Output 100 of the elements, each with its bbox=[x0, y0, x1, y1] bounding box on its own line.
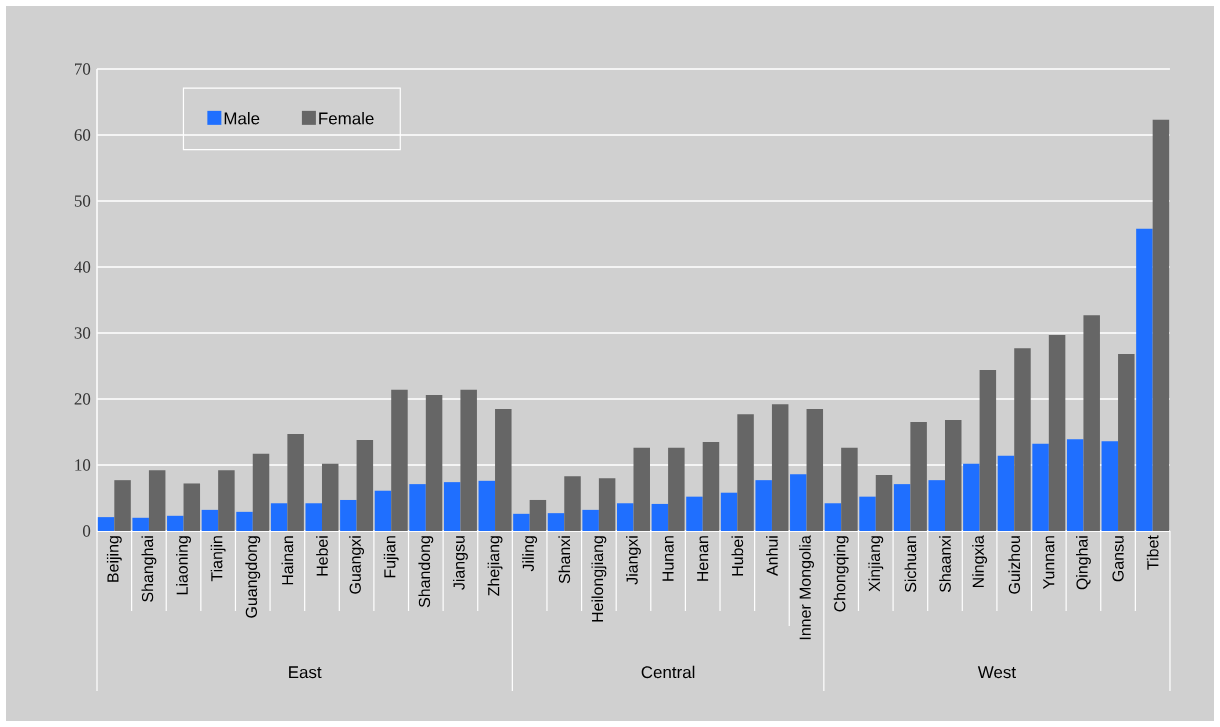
bar bbox=[321, 463, 339, 531]
x-tick-label: Hainan bbox=[281, 536, 294, 585]
y-tick-label: 50 bbox=[74, 195, 91, 207]
bar bbox=[148, 470, 166, 531]
legend-label: Female bbox=[319, 111, 374, 125]
bar bbox=[1014, 348, 1031, 531]
bar bbox=[841, 447, 858, 531]
x-tick-label: Guangxi bbox=[349, 536, 365, 594]
bar bbox=[513, 513, 530, 531]
x-tick-label: Heilongjiang bbox=[591, 536, 607, 622]
y-tick-label: 70 bbox=[75, 63, 91, 75]
bar bbox=[132, 517, 149, 531]
bar bbox=[340, 499, 357, 531]
x-tick-label: Liaoning bbox=[176, 536, 191, 595]
x-tick-label: Shaanxi bbox=[939, 536, 951, 593]
bar bbox=[425, 395, 443, 531]
bar bbox=[374, 490, 392, 531]
bar bbox=[1032, 443, 1049, 531]
bar bbox=[236, 511, 253, 531]
x-tick-label: Zhejiang bbox=[487, 536, 503, 596]
bar bbox=[893, 484, 911, 531]
text: West bbox=[977, 666, 1016, 679]
x-tick-label: Jiling bbox=[522, 536, 538, 572]
x-tick-label: Tibet bbox=[1146, 535, 1159, 570]
bar bbox=[529, 499, 547, 531]
y-tick-label: 10 bbox=[75, 459, 91, 471]
bar bbox=[928, 480, 945, 531]
bar bbox=[218, 470, 235, 531]
bar bbox=[633, 447, 650, 531]
bar bbox=[963, 463, 980, 531]
x-tick-label: Hubei bbox=[731, 536, 744, 576]
bar bbox=[167, 515, 184, 531]
x-tick-label: Qinghai bbox=[1076, 536, 1091, 590]
text: East bbox=[289, 666, 322, 679]
bar bbox=[1101, 441, 1119, 531]
x-tick-label: Shandong bbox=[418, 536, 434, 608]
bar bbox=[598, 478, 616, 531]
x-tick-label: Hebei bbox=[316, 536, 328, 576]
x-tick-label: Guangdong bbox=[245, 536, 261, 618]
bar bbox=[391, 389, 408, 531]
bar bbox=[97, 517, 115, 531]
x-tick-label: Gansu bbox=[1112, 536, 1124, 582]
bar bbox=[495, 408, 512, 531]
bar bbox=[806, 408, 824, 531]
bar bbox=[305, 503, 322, 531]
bar bbox=[183, 483, 201, 531]
bar bbox=[270, 503, 288, 531]
x-tick-label: Ningxia bbox=[972, 535, 988, 588]
bar bbox=[460, 389, 477, 531]
x-tick-label: Sichuan bbox=[904, 536, 917, 593]
y-tick-label: 0 bbox=[83, 525, 91, 537]
bar bbox=[824, 503, 842, 531]
bar bbox=[668, 447, 685, 531]
bar bbox=[1048, 334, 1066, 531]
bar bbox=[875, 474, 893, 531]
bar bbox=[1152, 119, 1170, 531]
x-tick-label: Yunnan bbox=[1043, 536, 1055, 589]
x-tick-label: Shanghai bbox=[141, 536, 157, 602]
bar bbox=[564, 476, 581, 531]
bar bbox=[997, 455, 1015, 531]
bar bbox=[737, 414, 754, 531]
bar bbox=[356, 439, 374, 531]
x-tick-label: Hunan bbox=[662, 536, 674, 581]
bar bbox=[910, 422, 927, 531]
bar bbox=[944, 420, 962, 531]
bar bbox=[859, 496, 876, 531]
x-tick-label: Fujian bbox=[383, 536, 399, 578]
bar bbox=[114, 480, 131, 531]
bar bbox=[252, 453, 270, 531]
bar bbox=[755, 480, 772, 531]
bar bbox=[686, 496, 703, 531]
bar bbox=[201, 509, 219, 531]
x-tick-label: Anhui bbox=[766, 536, 778, 576]
bar bbox=[409, 484, 426, 531]
bar bbox=[771, 404, 789, 531]
bar bbox=[1136, 228, 1153, 531]
x-tick-label: Chongqing bbox=[833, 536, 849, 612]
y-tick-label: 60 bbox=[74, 129, 91, 141]
bar bbox=[720, 492, 738, 531]
bar bbox=[979, 369, 997, 531]
x-tick-label: Tianjin bbox=[210, 536, 226, 582]
x-tick-label: Henan bbox=[697, 536, 709, 581]
bar bbox=[1118, 354, 1135, 531]
x-tick-label: Jiangsu bbox=[453, 536, 468, 590]
bar bbox=[1066, 439, 1084, 531]
x-tick-label: Beijing bbox=[106, 536, 122, 582]
bar bbox=[478, 480, 496, 531]
x-tick-label: Jiangxi bbox=[626, 536, 641, 585]
x-tick-label: Shanxi bbox=[558, 536, 571, 584]
bar bbox=[651, 503, 669, 531]
bar bbox=[702, 441, 720, 531]
bar bbox=[1083, 315, 1100, 531]
y-tick-label: 40 bbox=[74, 261, 91, 273]
legend-label: Male bbox=[224, 111, 260, 125]
bar bbox=[582, 509, 599, 531]
y-tick-label: 30 bbox=[74, 327, 91, 339]
bar bbox=[443, 482, 461, 531]
x-tick-label: Xinjiang bbox=[868, 536, 884, 592]
x-tick-label: Inner Mongolia bbox=[799, 535, 814, 640]
x-tick-label: Guizhou bbox=[1008, 536, 1021, 594]
